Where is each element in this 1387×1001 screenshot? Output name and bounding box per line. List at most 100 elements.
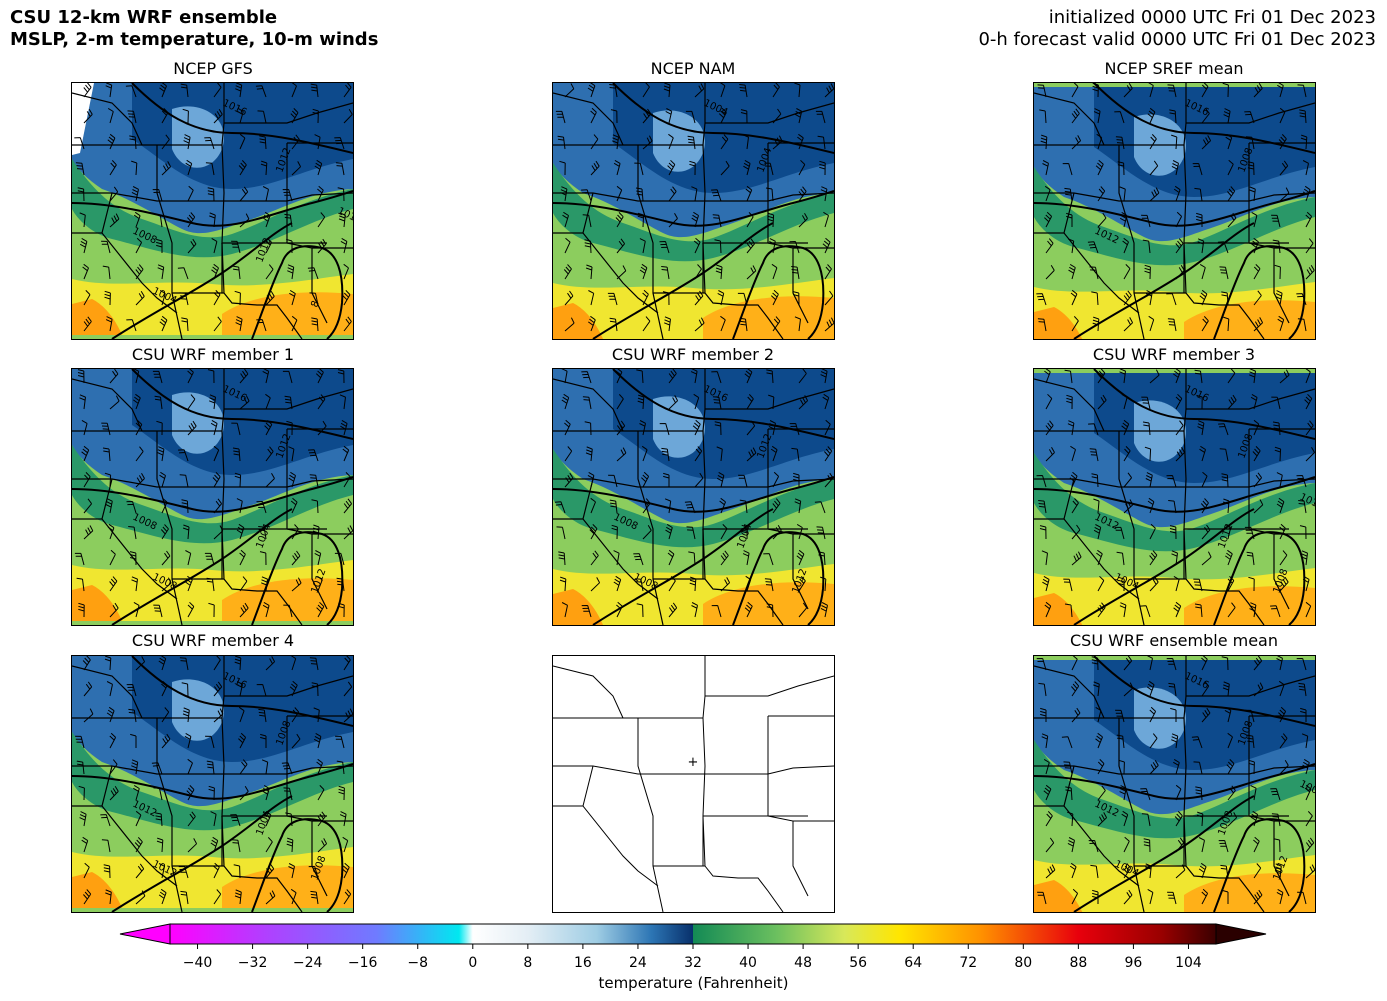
wind-barb [616, 238, 626, 254]
wind-barb [239, 785, 249, 801]
wind-barb [1201, 316, 1209, 332]
wind-barb [1305, 420, 1314, 436]
wind-barb [187, 601, 195, 618]
wind-barb [1173, 758, 1180, 775]
wind-barb [234, 889, 242, 905]
wind-barb [1194, 603, 1203, 618]
wind-barb [555, 110, 566, 124]
wind-barb [1045, 864, 1056, 879]
temperature-region [653, 110, 705, 172]
wind-barb [213, 83, 222, 98]
isobar [72, 190, 353, 227]
wind-barb [154, 395, 163, 410]
wind-barb [1042, 160, 1049, 176]
wind-barb [79, 811, 87, 827]
wind-barb [178, 449, 189, 462]
wind-barb [126, 501, 137, 514]
wind-barb [1071, 656, 1078, 671]
wind-barb [212, 472, 221, 488]
wind-barb [1201, 524, 1211, 540]
wind-barb [1221, 656, 1229, 671]
wind-barb [824, 446, 833, 462]
state-border [1186, 102, 1315, 124]
wind-barb [739, 84, 748, 98]
wind-barb [607, 292, 618, 306]
wind-barb [1063, 761, 1073, 775]
wind-barb [260, 733, 267, 748]
wind-barb [101, 240, 111, 254]
wind-barb [79, 212, 86, 228]
wind-barb [109, 549, 116, 566]
wind-barb [109, 602, 119, 618]
colorbar: −40 −32 −24 −16 −8 0 8 16 24 32 40 48 56 64 72 80 88 96 10… [0, 918, 1387, 1001]
wind-barb [1299, 525, 1307, 540]
wind-barb [668, 369, 677, 384]
wind-barb [83, 108, 93, 124]
wind-barb [564, 472, 574, 488]
wind-barb [1071, 524, 1081, 540]
wind-barb [213, 108, 223, 124]
wind-barb [104, 290, 111, 306]
wind-barbs [1036, 83, 1315, 332]
colorbar-tick-label: 96 [1124, 955, 1143, 971]
wind-barb [182, 108, 189, 124]
wind-barb [262, 601, 270, 618]
wind-barb [1199, 445, 1206, 462]
wind-barb [561, 393, 570, 410]
state-border [1184, 478, 1315, 488]
wind-barb [179, 474, 189, 488]
wind-barb [1279, 187, 1290, 202]
state-border [705, 388, 834, 410]
state-border [156, 718, 183, 912]
wind-barb [126, 319, 137, 332]
wind-barb [83, 316, 92, 332]
wind-barb [181, 317, 189, 332]
isobar [1093, 656, 1315, 727]
wind-barb [616, 601, 623, 618]
wind-barb [1071, 707, 1081, 723]
wind-barb [265, 290, 275, 306]
wind-barb [1068, 263, 1076, 280]
wind-barb [187, 185, 194, 202]
wind-barb [1123, 264, 1131, 280]
wind-barb [714, 239, 722, 254]
wind-barb [208, 785, 215, 801]
wind-barb [1250, 810, 1259, 827]
wind-barb [685, 110, 696, 124]
wind-barb [311, 682, 319, 697]
wind-barb [1201, 135, 1212, 150]
wind-barb [1067, 811, 1074, 827]
wind-barb [204, 137, 215, 150]
wind-barb [1171, 733, 1179, 749]
wind-barb [1194, 187, 1203, 202]
wind-barb [109, 160, 117, 176]
wind-barb [746, 212, 754, 228]
wind-barb [317, 838, 328, 853]
wind-barb [664, 316, 671, 332]
wind-barb [102, 447, 111, 462]
wind-barb [210, 811, 217, 827]
wind-barb [1248, 759, 1255, 775]
wind-barb [1200, 498, 1209, 514]
wind-barb [1064, 369, 1073, 384]
wind-barb [1123, 290, 1132, 306]
wind-barb [1095, 159, 1104, 176]
wind-barb [1144, 264, 1151, 280]
wind-barb [820, 369, 828, 384]
wind-barb [153, 787, 163, 801]
missing-data-area [72, 83, 94, 155]
wind-barb [159, 315, 168, 332]
wind-barb [616, 265, 627, 280]
wind-barb [336, 760, 345, 775]
state-borders [72, 656, 353, 912]
wind-barb [798, 576, 806, 592]
wind-barb [636, 603, 644, 618]
state-border [703, 192, 834, 202]
wind-barb [343, 656, 351, 671]
wind-barb [290, 497, 298, 514]
wind-barb [585, 446, 593, 462]
wind-barb [83, 525, 94, 540]
wind-barb [1169, 525, 1177, 540]
wind-barb [1147, 888, 1154, 905]
